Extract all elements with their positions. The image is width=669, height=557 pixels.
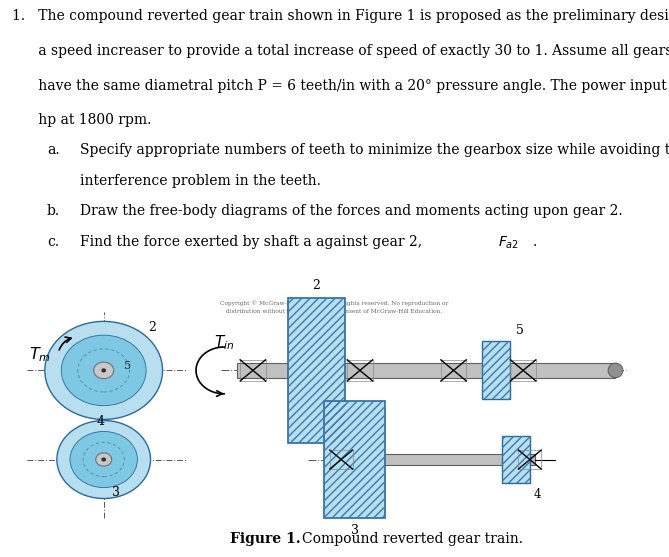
- Text: distribution without the prior written consent of McGraw-Hill Education.: distribution without the prior written c…: [226, 309, 443, 314]
- Bar: [240, 360, 266, 381]
- Text: Copyright © McGraw-Hill Education. All rights reserved. No reproduction or: Copyright © McGraw-Hill Education. All r…: [220, 301, 449, 306]
- Bar: [482, 341, 510, 399]
- Bar: [288, 298, 345, 443]
- Circle shape: [102, 458, 106, 461]
- Bar: [288, 298, 345, 443]
- Bar: [324, 401, 385, 518]
- Circle shape: [45, 321, 163, 419]
- Circle shape: [94, 362, 114, 379]
- Text: a speed increaser to provide a total increase of speed of exactly 30 to 1. Assum: a speed increaser to provide a total inc…: [12, 43, 669, 58]
- Text: Figure 1.: Figure 1.: [230, 532, 301, 546]
- Bar: [324, 401, 385, 518]
- Circle shape: [96, 453, 112, 466]
- Text: c.: c.: [47, 235, 59, 249]
- Text: $T_m$: $T_m$: [29, 345, 51, 364]
- Bar: [518, 450, 541, 469]
- Text: b.: b.: [47, 204, 60, 218]
- Text: Specify appropriate numbers of teeth to minimize the gearbox size while avoiding: Specify appropriate numbers of teeth to …: [80, 143, 669, 157]
- Text: 5: 5: [516, 324, 524, 337]
- Text: $T_{in}$: $T_{in}$: [214, 333, 234, 352]
- Circle shape: [70, 432, 137, 487]
- Circle shape: [62, 335, 146, 405]
- Text: 3: 3: [112, 486, 120, 500]
- Bar: [502, 436, 530, 483]
- Text: 1.   The compound reverted gear train shown in Figure 1 is proposed as the preli: 1. The compound reverted gear train show…: [12, 9, 669, 23]
- Text: Compound reverted gear train.: Compound reverted gear train.: [302, 532, 523, 546]
- Text: 4: 4: [534, 488, 541, 501]
- Text: Find the force exerted by shaft a against gear 2,: Find the force exerted by shaft a agains…: [80, 235, 427, 249]
- Circle shape: [57, 421, 151, 499]
- Ellipse shape: [608, 363, 623, 378]
- Bar: [482, 341, 510, 399]
- Bar: [502, 436, 530, 483]
- Text: a.: a.: [47, 143, 60, 157]
- Text: hp at 1800 rpm.: hp at 1800 rpm.: [12, 114, 151, 128]
- Bar: [330, 450, 353, 469]
- Bar: [324, 454, 535, 465]
- Text: 2: 2: [149, 321, 157, 334]
- Bar: [441, 360, 466, 381]
- Bar: [237, 363, 615, 378]
- Text: 3: 3: [351, 524, 359, 536]
- Circle shape: [102, 369, 106, 372]
- Text: Draw the free-body diagrams of the forces and moments acting upon gear 2.: Draw the free-body diagrams of the force…: [80, 204, 623, 218]
- Text: interference problem in the teeth.: interference problem in the teeth.: [80, 174, 321, 188]
- Text: 5: 5: [124, 361, 130, 371]
- Text: .: .: [533, 235, 537, 249]
- Text: have the same diametral pitch P = 6 teeth/in with a 20° pressure angle. The powe: have the same diametral pitch P = 6 teet…: [12, 79, 669, 92]
- Text: 2: 2: [312, 280, 320, 292]
- Bar: [347, 360, 373, 381]
- Bar: [510, 360, 536, 381]
- Text: $F_{a2}$: $F_{a2}$: [498, 235, 520, 251]
- Text: 4: 4: [97, 415, 105, 428]
